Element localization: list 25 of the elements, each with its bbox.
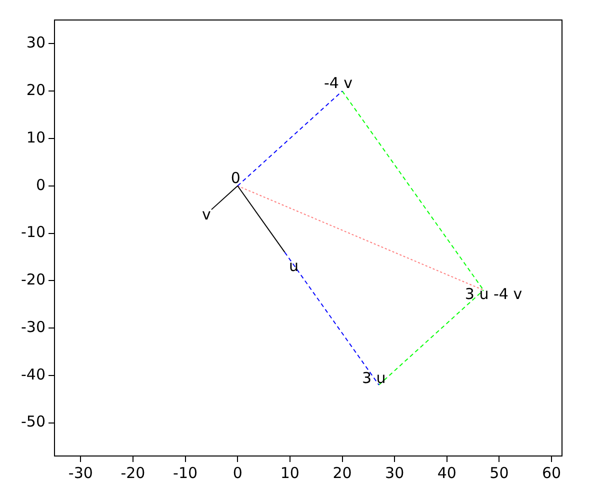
x-tick-label: 30 [385, 464, 404, 482]
annotation: 3 u [362, 368, 386, 387]
annotation: v [202, 205, 212, 224]
x-tick-label: 0 [232, 464, 242, 482]
y-tick-label: -50 [21, 412, 46, 431]
x-tick-label: -30 [68, 464, 93, 482]
annotation: 0 [230, 168, 240, 187]
y-tick-label: 20 [26, 80, 46, 99]
annotation: u [288, 257, 298, 276]
x-tick-label: -10 [173, 464, 198, 482]
y-tick-label: 10 [26, 128, 46, 146]
annotation: 3 u -4 v [464, 285, 522, 304]
y-tick-label: -20 [21, 270, 46, 289]
y-tick-label: -30 [21, 318, 46, 336]
y-tick-label: 30 [26, 34, 46, 52]
annotation: -4 v [324, 74, 353, 92]
x-tick-label: 60 [542, 464, 562, 482]
x-tick-label: -20 [120, 464, 146, 482]
x-tick-label: 10 [280, 464, 300, 482]
x-tick-label: 20 [332, 464, 352, 482]
y-tick-label: -40 [21, 365, 46, 384]
y-tick-label: -10 [21, 223, 46, 242]
y-tick-label: 0 [36, 176, 46, 194]
x-tick-label: 40 [437, 464, 456, 482]
x-tick-label: 50 [490, 464, 509, 482]
